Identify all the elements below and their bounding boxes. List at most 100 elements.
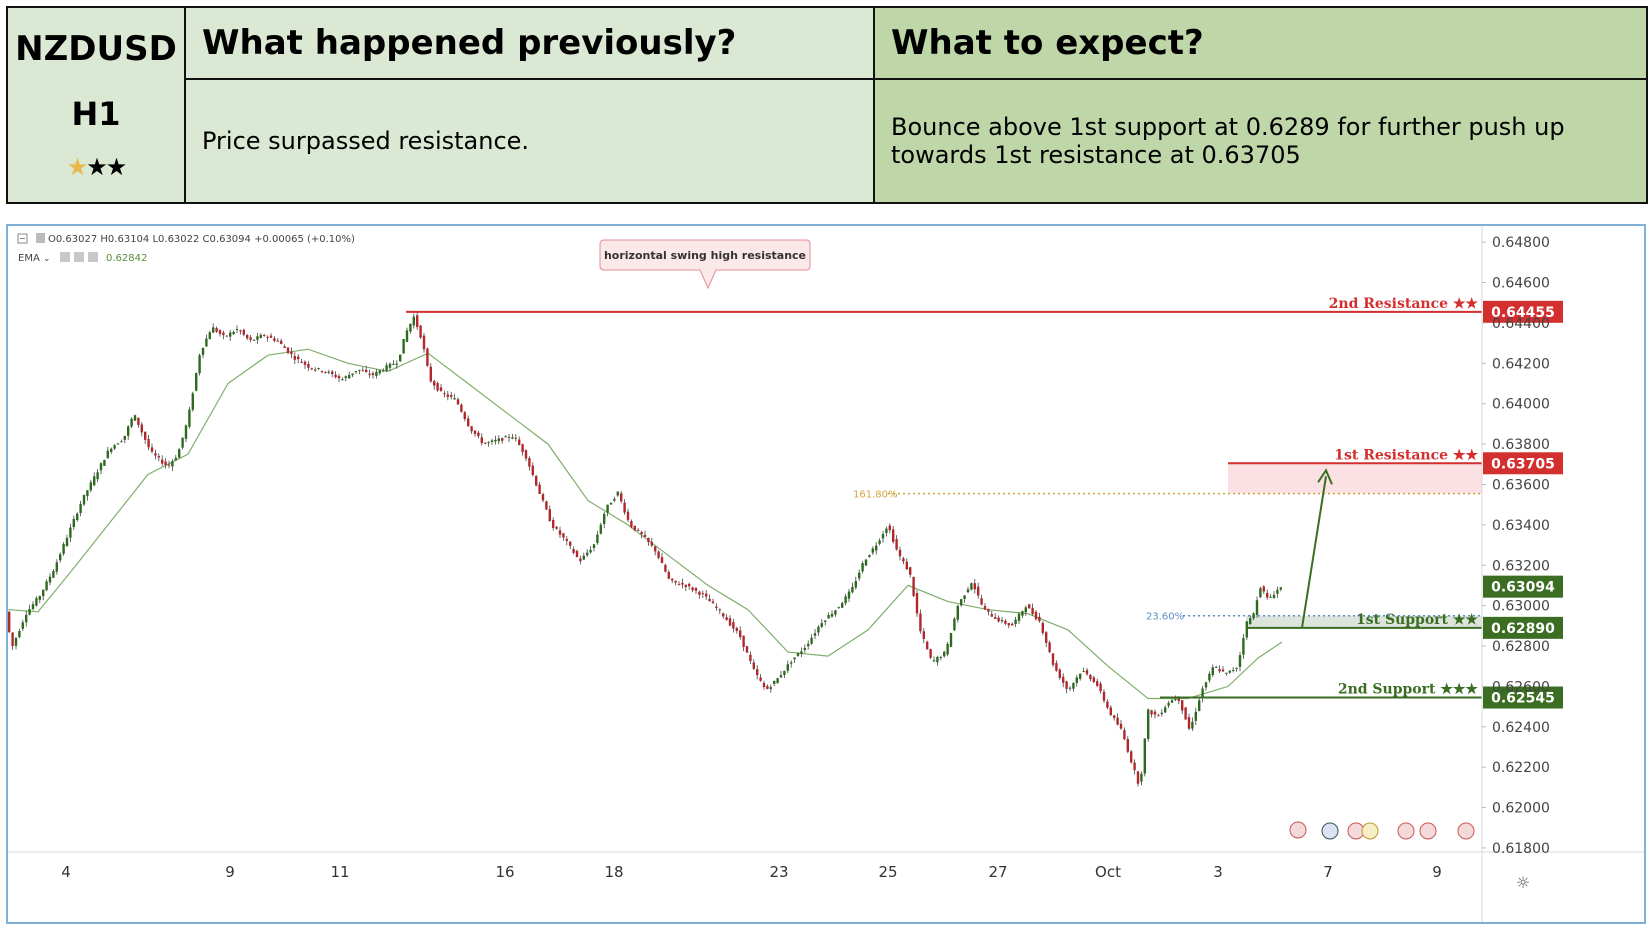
gear-icon[interactable] xyxy=(74,252,84,262)
candle xyxy=(647,537,650,542)
candle xyxy=(35,598,38,606)
candle xyxy=(868,555,871,557)
au-flag-icon[interactable] xyxy=(1321,822,1339,840)
candle xyxy=(133,415,137,421)
x-tick-label: 18 xyxy=(604,863,623,881)
price-tag[interactable] xyxy=(1483,300,1563,323)
candle xyxy=(1048,642,1051,653)
candle xyxy=(684,584,687,588)
price-tag[interactable] xyxy=(1483,616,1563,639)
collapse-icon[interactable] xyxy=(17,233,28,244)
candle xyxy=(538,484,541,495)
x-tick-label: 4 xyxy=(61,863,71,881)
candle xyxy=(1038,616,1041,622)
candle xyxy=(939,657,942,659)
candle xyxy=(307,363,310,368)
candle xyxy=(1045,632,1048,643)
candle xyxy=(881,534,885,539)
candle xyxy=(480,437,483,444)
candle xyxy=(263,334,266,336)
level-name: 1st Resistance ★★ xyxy=(1334,447,1478,463)
candle xyxy=(820,623,823,627)
candle xyxy=(541,494,545,501)
candle xyxy=(854,581,857,588)
candle xyxy=(796,652,800,656)
candle xyxy=(555,526,558,529)
candle xyxy=(167,464,171,466)
candle xyxy=(858,572,861,579)
chart-svg[interactable]: 161.80% 23.60% 2nd Resistance ★★ 0.64455 1s… xyxy=(8,226,1644,922)
candle xyxy=(456,399,460,405)
candles-layer xyxy=(8,311,1282,787)
candle xyxy=(599,524,602,534)
candle xyxy=(875,545,878,551)
candle xyxy=(1174,698,1177,700)
candle xyxy=(222,332,225,336)
candle xyxy=(1249,618,1252,625)
candle xyxy=(446,394,449,397)
candle xyxy=(1153,711,1157,715)
candle xyxy=(871,548,874,553)
candle xyxy=(565,539,568,541)
candle xyxy=(1184,707,1187,720)
candle xyxy=(657,551,660,558)
candle xyxy=(596,534,599,543)
chevron-down-icon[interactable]: ⌄ xyxy=(43,254,51,264)
candle xyxy=(188,409,191,427)
current-price-tag[interactable] xyxy=(1483,575,1563,598)
candle xyxy=(592,544,596,549)
resistance-zone xyxy=(1228,463,1482,494)
price-tag[interactable] xyxy=(1483,686,1563,709)
x-tick-label: Oct xyxy=(1095,863,1121,881)
candle xyxy=(150,447,154,452)
candle xyxy=(1126,739,1129,752)
candle xyxy=(1065,681,1068,689)
previous-text: Price surpassed resistance. xyxy=(184,77,875,205)
ema-label[interactable]: EMA xyxy=(18,253,40,264)
candle xyxy=(681,582,684,585)
candle xyxy=(1242,638,1245,655)
candle xyxy=(650,541,653,546)
x-axis[interactable]: 4 9 11 16 18 23 25 27 Oct 3 7 9 xyxy=(61,863,1442,881)
candle xyxy=(45,581,48,591)
eye-icon[interactable] xyxy=(60,252,70,262)
price-chart[interactable]: 161.80% 23.60% 2nd Resistance ★★ 0.64455 1s… xyxy=(6,224,1646,924)
candle xyxy=(640,532,643,534)
candle xyxy=(18,630,21,638)
candle xyxy=(1041,622,1044,633)
candle xyxy=(837,607,840,609)
candle xyxy=(266,336,269,338)
candle xyxy=(382,370,385,372)
gear-icon[interactable]: ☼ xyxy=(1516,873,1530,892)
candle xyxy=(1136,771,1140,784)
candle xyxy=(1259,588,1262,598)
candle xyxy=(1072,682,1075,689)
candle xyxy=(1058,669,1061,678)
event-markers[interactable] xyxy=(1289,821,1475,840)
candle xyxy=(344,376,347,379)
candle xyxy=(742,635,745,647)
rating-stars: ★★★ xyxy=(8,153,184,181)
candle xyxy=(334,374,337,378)
price-tag[interactable] xyxy=(1483,452,1563,475)
y-axis[interactable]: 0.61800 0.62000 0.62200 0.62400 0.62600 0.628… xyxy=(1482,235,1550,857)
candle xyxy=(521,444,524,453)
us-flag-icon[interactable] xyxy=(1457,822,1475,840)
event-flag-icon[interactable] xyxy=(1361,822,1379,840)
candle xyxy=(191,393,194,410)
y-tick-label: 0.62000 xyxy=(1492,801,1550,817)
us-flag-icon[interactable] xyxy=(1419,822,1437,840)
candle xyxy=(317,367,320,369)
candle xyxy=(518,439,521,445)
candle xyxy=(677,584,681,586)
candle xyxy=(701,593,704,595)
us-flag-icon[interactable] xyxy=(1397,822,1415,840)
candle xyxy=(735,627,738,631)
candle xyxy=(1245,621,1248,638)
us-flag-icon[interactable] xyxy=(1289,821,1307,839)
candle xyxy=(606,504,609,513)
y-tick-label: 0.64200 xyxy=(1492,356,1550,372)
candle xyxy=(293,356,296,360)
close-icon[interactable] xyxy=(88,252,98,262)
candle xyxy=(1170,700,1174,703)
